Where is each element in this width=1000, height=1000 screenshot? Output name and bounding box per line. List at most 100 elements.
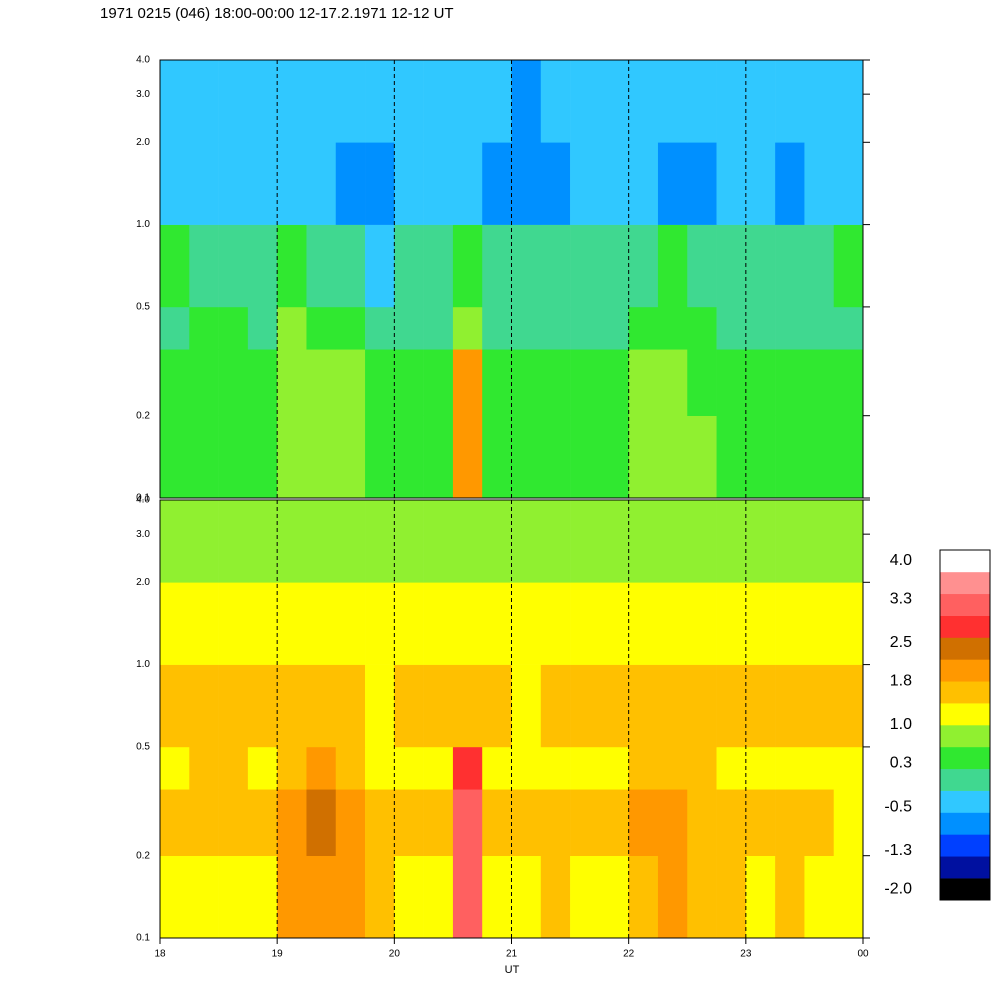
heat-cell [511, 664, 542, 748]
heat-cell [657, 789, 688, 856]
heat-cell [247, 855, 278, 939]
heat-cell [160, 855, 190, 939]
colorbar-band [940, 615, 990, 638]
heat-cell [247, 306, 278, 350]
heat-cell [511, 306, 542, 350]
heat-cell [482, 746, 512, 790]
y-tick-label: 3.0 [136, 529, 150, 540]
heat-cell [775, 664, 805, 748]
x-tick-label: 00 [857, 949, 869, 960]
heat-cell [716, 142, 747, 225]
heat-cell [160, 500, 190, 583]
heat-cell [482, 855, 512, 939]
heat-cell [540, 500, 571, 583]
heat-cell [628, 306, 659, 350]
colorbar-band [940, 681, 990, 704]
heat-cell [628, 60, 659, 143]
heat-cell [511, 582, 542, 665]
heat-cell [189, 746, 219, 790]
heat-cell [482, 60, 512, 143]
heat-cell [804, 664, 835, 748]
colorbar-tick-label: 3.3 [890, 590, 912, 607]
heat-cell [745, 60, 776, 143]
heat-cell [189, 60, 219, 143]
heat-cell [804, 500, 835, 583]
heat-cell [247, 142, 278, 225]
heat-cell [716, 582, 747, 665]
heat-cell [452, 855, 483, 939]
heat-cell [833, 500, 864, 583]
heat-cell [540, 349, 571, 416]
heat-cell [775, 60, 805, 143]
heat-cell [628, 664, 659, 748]
heat-cell [716, 60, 747, 143]
colorbar-tick-label: 1.0 [890, 716, 912, 733]
heat-cell [335, 664, 366, 748]
heat-cell [365, 415, 395, 499]
heat-cell [247, 789, 278, 856]
colorbar-tick-label: 2.5 [890, 634, 912, 651]
heat-cell [687, 746, 717, 790]
heat-cell [335, 500, 366, 583]
heat-cell [775, 500, 805, 583]
heat-cell [804, 306, 835, 350]
heat-cell [511, 224, 542, 308]
heat-cell [365, 855, 395, 939]
heat-cell [716, 224, 747, 308]
heat-cell [716, 415, 747, 499]
heat-cell [687, 224, 717, 308]
heat-cell [687, 664, 717, 748]
heat-cell [570, 60, 600, 143]
heat-cell [599, 855, 629, 939]
heat-cell [189, 855, 219, 939]
heat-cell [716, 500, 747, 583]
heat-cell [833, 142, 864, 225]
colorbar-band [940, 746, 990, 770]
heat-cell [452, 664, 483, 748]
heat-cell [599, 582, 629, 665]
heat-cell [628, 789, 659, 856]
heat-cell [775, 746, 805, 790]
heat-cell [716, 306, 747, 350]
heat-cell [452, 746, 483, 790]
heat-cell [804, 415, 835, 499]
y-tick-label: 2.0 [136, 577, 150, 588]
heat-cell [452, 224, 483, 308]
chart-title: 1971 0215 (046) 18:00-00:00 12-17.2.1971… [100, 5, 454, 22]
heat-cell [306, 224, 337, 308]
y-tick-label: 0.5 [136, 302, 150, 313]
plot-frame [159, 59, 864, 499]
heat-cell [306, 415, 337, 499]
heat-cell [687, 142, 717, 225]
colorbar-band [940, 812, 990, 835]
heat-cell [189, 306, 219, 350]
heat-cell [687, 582, 717, 665]
heat-cell [687, 789, 717, 856]
colorbar-band [940, 550, 990, 573]
heat-cell [570, 224, 600, 308]
heat-cell [277, 500, 307, 583]
colorbar-band [940, 834, 990, 857]
heat-cell [570, 500, 600, 583]
heat-cell [247, 500, 278, 583]
heat-cell [833, 664, 864, 748]
heat-cell [277, 60, 307, 143]
heat-cell [540, 60, 571, 143]
heat-cell [804, 746, 835, 790]
colorbar-tick-label: 0.3 [890, 755, 912, 772]
heat-cell [160, 582, 190, 665]
colorbar-band [940, 878, 990, 901]
heat-cell [335, 582, 366, 665]
heat-cell [423, 306, 454, 350]
colorbar-tick-label: 1.8 [890, 672, 912, 689]
heat-cell [218, 855, 249, 939]
heat-cell [452, 582, 483, 665]
heat-cell [482, 500, 512, 583]
heat-cell [423, 789, 454, 856]
heat-cell [335, 349, 366, 416]
heat-cell [570, 664, 600, 748]
heat-cell [599, 500, 629, 583]
heat-cell [394, 60, 424, 143]
heat-cell [452, 415, 483, 499]
x-tick-label: 23 [740, 949, 752, 960]
